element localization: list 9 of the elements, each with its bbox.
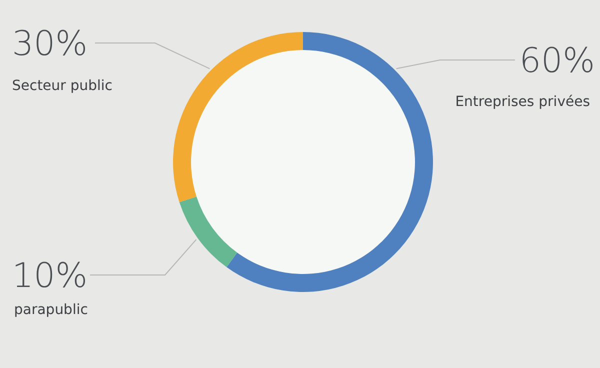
donut-slice [179, 196, 238, 268]
slice-label: Secteur public [12, 78, 113, 94]
data-label: 30% [12, 24, 88, 64]
donut-slice [226, 32, 433, 292]
slice-label: Entreprises privées [455, 94, 590, 110]
data-label: 60% [519, 41, 595, 81]
data-label: 10% [12, 256, 88, 296]
slice-label: parapublic [14, 302, 88, 318]
donut-slice [173, 32, 303, 202]
